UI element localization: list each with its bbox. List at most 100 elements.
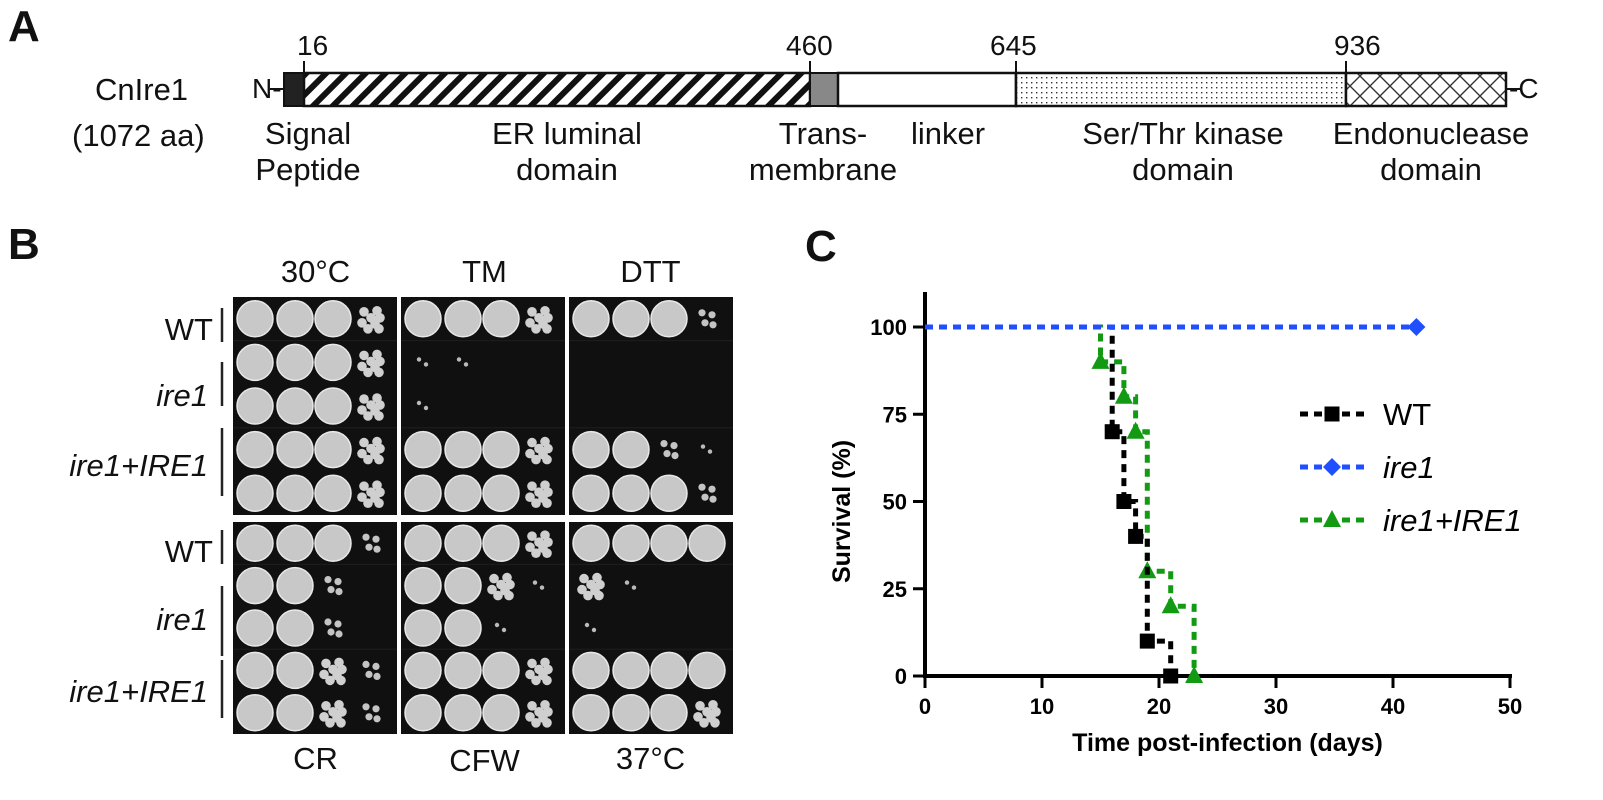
strain-brackets	[220, 308, 224, 718]
condition-37c: 37°C	[615, 741, 686, 776]
yeast-spot	[572, 651, 610, 690]
yeast-spot	[404, 651, 442, 690]
yeast-spot	[612, 300, 650, 338]
yeast-spot	[444, 430, 482, 469]
data-point	[1091, 351, 1110, 369]
panel-a-letter: A	[8, 2, 40, 51]
data-point	[1323, 458, 1341, 476]
domain-label-endonuclease: Endonuclease domain	[1332, 116, 1530, 187]
yeast-spot	[236, 343, 274, 382]
yeast-spot	[572, 474, 610, 512]
yeast-spot	[236, 651, 274, 690]
yeast-spot	[276, 524, 314, 562]
data-point	[1104, 424, 1120, 440]
protein-name: CnIre1	[95, 72, 189, 107]
data-point	[1161, 596, 1180, 614]
yeast-spot	[612, 694, 650, 732]
linker-block	[836, 71, 1018, 108]
series-line	[925, 324, 1197, 676]
panel-c-letter: C	[805, 222, 837, 271]
series-ire1-ire1	[925, 324, 1204, 683]
endonuclease-block	[1344, 71, 1508, 108]
yeast-spot	[612, 524, 650, 562]
yeast-spot	[650, 524, 688, 562]
yeast-spot	[444, 609, 482, 647]
plate-dtt	[569, 297, 733, 515]
strain-label-ire1-complemented-bottom: ire1+IRE1	[69, 674, 208, 709]
yeast-spot	[612, 474, 650, 512]
series-line	[925, 324, 1174, 676]
yeast-spot	[324, 576, 343, 596]
yeast-spot	[404, 524, 442, 562]
yeast-spot	[482, 430, 520, 469]
yeast-spot	[276, 609, 314, 647]
position-460: 460	[786, 30, 833, 61]
yeast-spot	[482, 651, 520, 690]
data-point	[1116, 494, 1132, 509]
yeast-spot	[416, 400, 429, 411]
strain-label-ire1-top: ire1	[156, 378, 208, 413]
x-tick-label: 40	[1381, 694, 1405, 719]
strain-label-ire1-bottom: ire1	[156, 602, 208, 637]
yeast-spot	[650, 651, 688, 690]
data-point	[1163, 668, 1179, 684]
plate-cfw	[401, 522, 565, 734]
domain-label-kinase: Ser/Thr kinase domain	[1082, 116, 1284, 187]
yeast-spot	[276, 387, 314, 425]
yeast-spot	[314, 300, 352, 338]
yeast-spot	[584, 622, 597, 633]
condition-30c: 30°C	[280, 254, 351, 289]
yeast-spot	[444, 694, 482, 732]
yeast-spot	[532, 580, 545, 590]
yeast-spot	[525, 480, 553, 508]
yeast-spot	[236, 387, 274, 425]
yeast-spot	[314, 524, 352, 562]
yeast-spot	[236, 430, 274, 469]
yeast-spot	[494, 622, 507, 633]
legend-item: ire1	[1300, 450, 1435, 485]
legend-label: ire1	[1383, 450, 1435, 485]
data-point	[1126, 421, 1145, 439]
domain-diagram	[270, 61, 1520, 108]
yeast-spot	[650, 694, 688, 732]
yeast-spot	[276, 566, 314, 605]
survival-chart: 0 25 50 75 100 0 10 20 30 40 50 WT ire1 ire1+IRE1 S…	[828, 292, 1522, 757]
yeast-spot	[357, 436, 385, 465]
yeast-spot	[319, 700, 347, 728]
yeast-spot	[698, 309, 717, 329]
series-ire1	[925, 318, 1426, 336]
plate-tm	[401, 297, 565, 515]
yeast-spot	[314, 430, 352, 469]
panel-b-letter: B	[8, 220, 40, 269]
x-axis-ticks: 0 10 20 30 40 50	[919, 676, 1522, 719]
yeast-spot	[404, 566, 442, 605]
yeast-spot	[700, 444, 713, 454]
domain-label-signal-peptide: Signal Peptide	[255, 116, 361, 187]
yeast-spot	[276, 694, 314, 732]
y-axis-label: Survival (%)	[828, 440, 856, 583]
position-16: 16	[297, 30, 329, 61]
yeast-spot	[482, 300, 520, 338]
yeast-spot	[650, 474, 688, 512]
yeast-spot	[324, 618, 343, 638]
plate-37c	[569, 522, 733, 734]
yeast-spot	[444, 300, 482, 338]
yeast-spot	[572, 694, 610, 732]
yeast-spot	[404, 300, 442, 338]
yeast-spot	[236, 474, 274, 512]
yeast-spot	[236, 694, 274, 732]
condition-cr: CR	[293, 741, 338, 776]
data-point	[1139, 633, 1155, 649]
yeast-spot	[482, 524, 520, 562]
yeast-spot	[688, 651, 726, 690]
yeast-spot	[624, 580, 637, 590]
yeast-spot	[404, 430, 442, 469]
legend-item: ire1+IRE1	[1300, 503, 1522, 538]
y-tick-label: 75	[883, 402, 907, 427]
yeast-spot	[314, 387, 352, 425]
yeast-spot	[357, 393, 385, 421]
y-tick-label: 50	[883, 490, 907, 515]
yeast-spot	[276, 474, 314, 512]
yeast-spot	[688, 524, 726, 562]
plate-30c	[233, 297, 397, 515]
